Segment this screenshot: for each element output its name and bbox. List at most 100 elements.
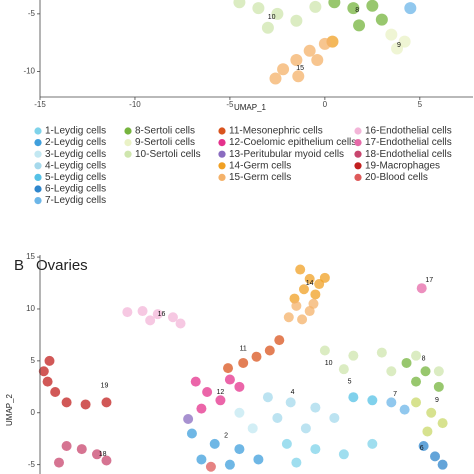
point [290, 14, 303, 27]
point [298, 284, 309, 295]
point [271, 7, 284, 20]
y-tick-label: 5 [31, 356, 36, 365]
legend-swatch [354, 127, 362, 135]
y-axis-label: UMAP_2 [5, 393, 14, 426]
point [297, 314, 308, 325]
legend-label: 1-Leydig cells [45, 126, 106, 137]
point [367, 395, 378, 406]
panel-letter: B [14, 257, 24, 274]
point [416, 283, 427, 294]
point [80, 399, 91, 410]
cluster-label: 18 [99, 451, 107, 458]
cluster-label: 15 [296, 65, 304, 72]
point [209, 438, 220, 449]
y-tick-label: 10 [26, 304, 35, 313]
legend-label: 9-Sertoli cells [135, 137, 195, 148]
point [252, 2, 265, 15]
x-tick-label: -5 [226, 100, 234, 109]
point [291, 457, 302, 468]
cluster-label: 5 [348, 378, 352, 385]
point [186, 428, 197, 439]
point [338, 449, 349, 460]
legend-label: 17-Endothelial cells [365, 137, 452, 148]
point [202, 387, 213, 398]
point [437, 418, 448, 429]
point [310, 444, 321, 455]
point [76, 444, 87, 455]
point [91, 449, 102, 460]
point [367, 438, 378, 449]
point [285, 397, 296, 408]
cluster-label: 10 [268, 14, 276, 21]
legend-label: 20-Blood cells [365, 172, 428, 183]
point [309, 0, 322, 13]
point [308, 298, 319, 309]
point [433, 366, 444, 377]
legend-swatch [218, 139, 226, 147]
point [385, 28, 398, 41]
point [251, 351, 262, 362]
point [101, 455, 112, 466]
point [196, 454, 207, 465]
point [224, 374, 235, 385]
point [272, 412, 283, 423]
point [167, 312, 178, 323]
cluster-label: 8 [355, 7, 359, 14]
cluster-label: 14 [306, 280, 314, 287]
x-tick-label: 0 [323, 100, 328, 109]
legend-label: 7-Leydig cells [45, 195, 106, 206]
point [328, 0, 341, 9]
legend-swatch [218, 173, 226, 181]
point [283, 312, 294, 323]
point [277, 63, 290, 76]
point [145, 315, 156, 326]
point [319, 345, 330, 356]
point [53, 457, 64, 468]
point [422, 426, 433, 437]
point [304, 273, 315, 284]
point [190, 376, 201, 387]
legend-swatch [218, 162, 226, 170]
x-tick-label: -15 [34, 100, 46, 109]
point [300, 423, 311, 434]
legend-label: 2-Leydig cells [45, 137, 106, 148]
point [375, 13, 388, 26]
point [61, 397, 72, 408]
point [386, 366, 397, 377]
point [338, 364, 349, 375]
point [411, 376, 422, 387]
x-axis-label: UMAP_1 [234, 103, 267, 112]
legend-label: 12-Coelomic epithelium cells [229, 137, 356, 148]
point [366, 0, 379, 12]
legend-swatch [34, 185, 42, 193]
cluster-label: 4 [291, 389, 295, 396]
point [303, 44, 316, 57]
x-tick-label: -10 [129, 100, 141, 109]
y-tick-label: -5 [28, 9, 36, 18]
legend-label: 6-Leydig cells [45, 184, 106, 195]
point [292, 70, 305, 83]
legend-swatch [218, 127, 226, 135]
legend-swatch [218, 150, 226, 158]
point [411, 397, 422, 408]
point [430, 451, 441, 462]
legend-label: 14-Germ cells [229, 160, 291, 171]
point [215, 395, 226, 406]
cluster-label: 8 [422, 356, 426, 363]
legend-label: 3-Leydig cells [45, 149, 106, 160]
point [234, 407, 245, 418]
point [137, 306, 148, 317]
point [61, 440, 72, 451]
point [262, 392, 273, 403]
point [269, 72, 282, 85]
point [348, 392, 359, 403]
point [401, 357, 412, 368]
legend-swatch [34, 150, 42, 158]
point [426, 407, 437, 418]
point [261, 21, 274, 34]
legend-label: 13-Peritubular myoid cells [229, 149, 344, 160]
point [399, 404, 410, 415]
point [291, 300, 302, 311]
point [238, 357, 249, 368]
